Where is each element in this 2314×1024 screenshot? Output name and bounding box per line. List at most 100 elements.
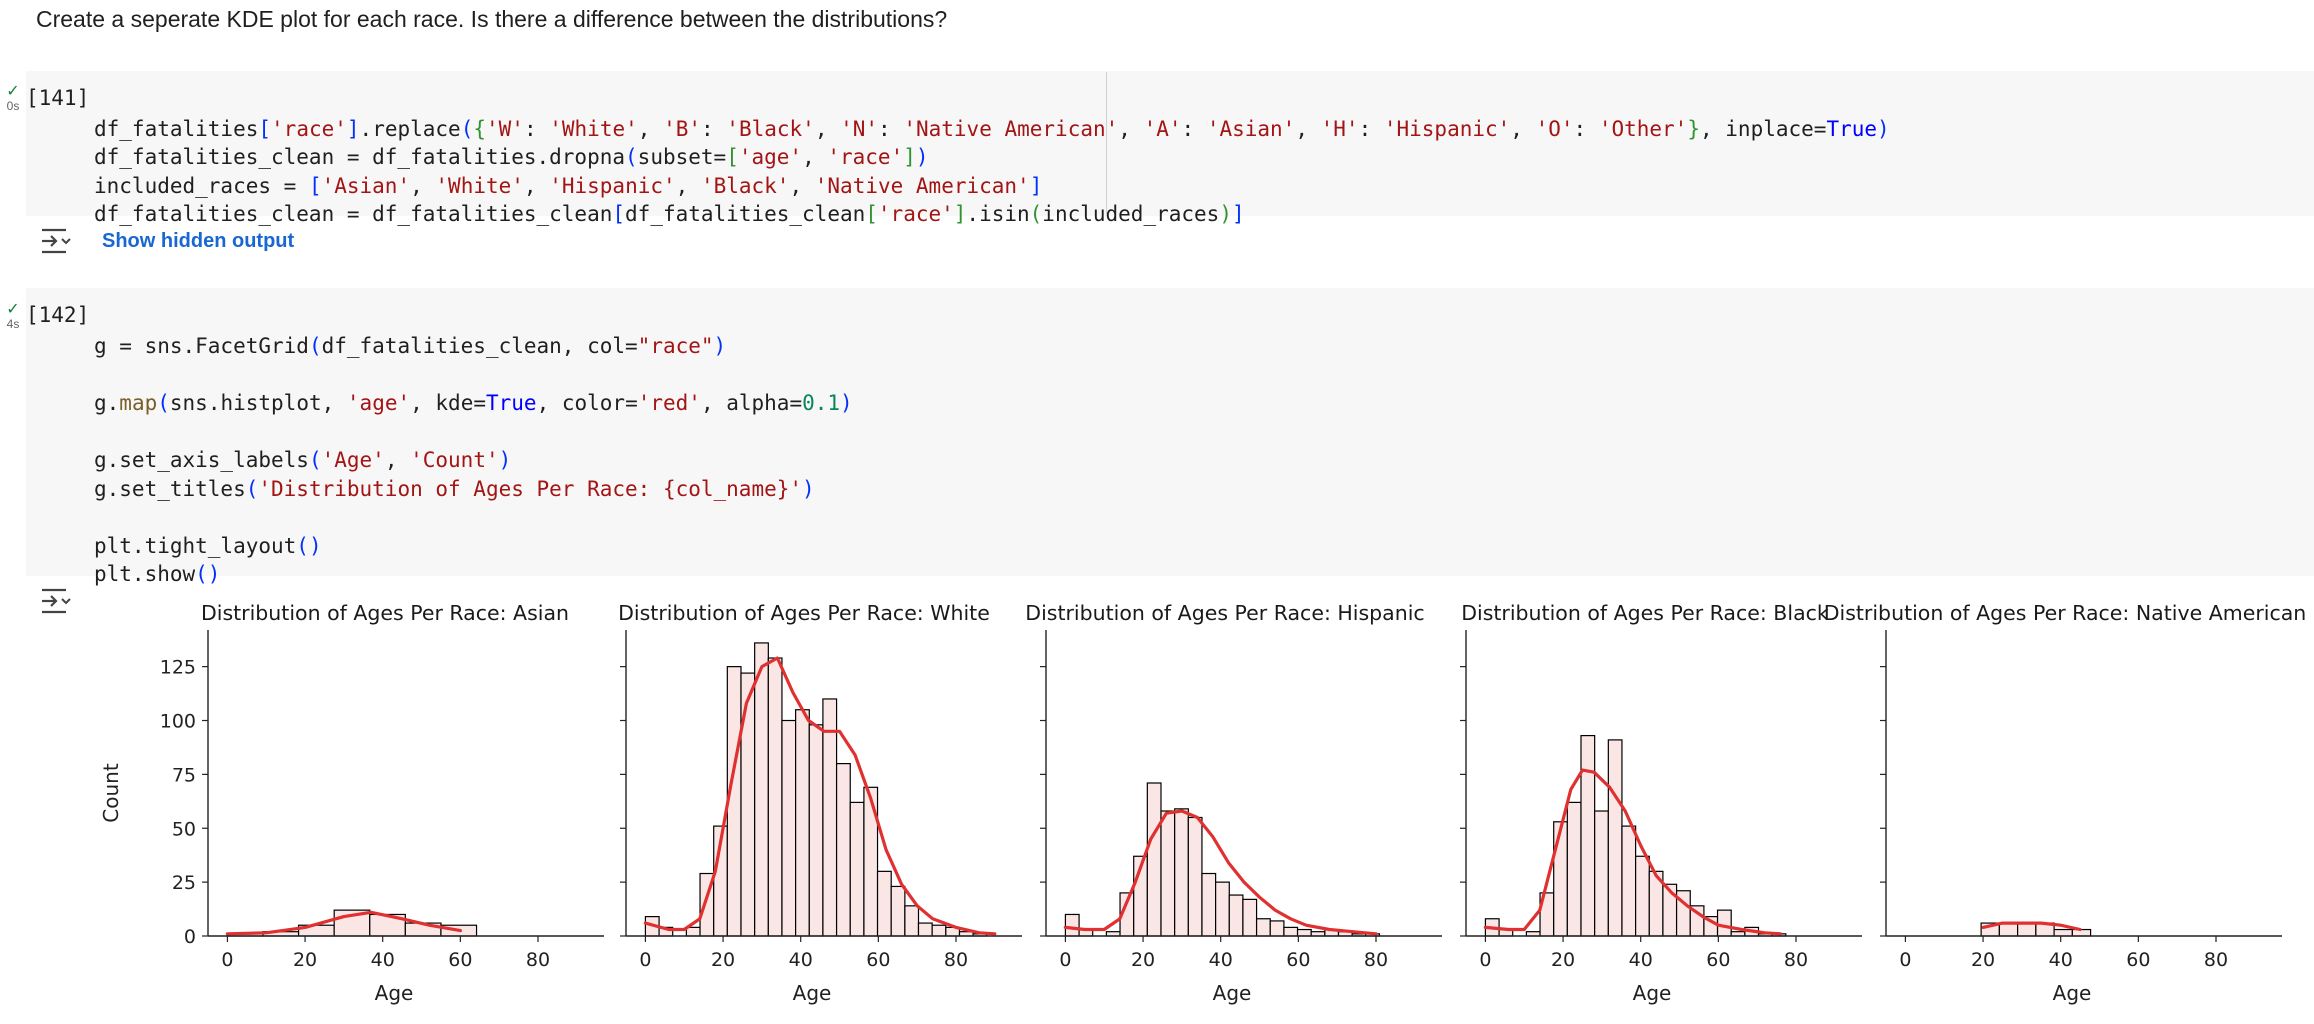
code-cell-142[interactable] (26, 288, 2314, 576)
histogram-bar (849, 801, 865, 937)
kde-line (1483, 768, 1783, 936)
exec-time: 4s (6, 317, 20, 331)
histogram-bar (835, 763, 851, 937)
x-tick-label: 40 (371, 949, 395, 971)
kde-line (1981, 921, 2082, 932)
x-tick-label: 20 (1131, 949, 1155, 971)
histogram-bar (904, 905, 920, 937)
histogram-bar (1201, 872, 1217, 937)
collapse-output-icon[interactable] (40, 226, 74, 261)
histogram-bar (1296, 928, 1312, 937)
histogram-bar (1269, 920, 1285, 937)
x-tick-label: 20 (1971, 949, 1995, 971)
y-tick-label: 100 (160, 711, 196, 733)
x-tick-label: 80 (1784, 949, 1808, 971)
histogram-bar (1174, 808, 1189, 937)
y-tick-label: 25 (172, 872, 196, 894)
histogram-bar (1594, 810, 1609, 937)
panel-title: Distribution of Ages Per Race: White (618, 601, 990, 625)
histogram-bar (1621, 825, 1637, 937)
panel-title: Distribution of Ages Per Race: Black (1461, 601, 1829, 625)
histogram-bar (1160, 810, 1176, 937)
histogram-bar (890, 885, 906, 937)
x-tick-label: 40 (1209, 949, 1233, 971)
facet-chart: Distribution of Ages Per Race: Asian 0 20 4… (90, 590, 2314, 1024)
histogram-bar (1215, 881, 1230, 937)
histogram-bar (931, 924, 947, 937)
x-tick-label: 60 (448, 949, 472, 971)
histogram-bar (1998, 922, 2019, 937)
histogram-bar (2053, 928, 2073, 937)
x-tick-label: 80 (526, 949, 550, 971)
x-tick-label: 40 (789, 949, 813, 971)
histogram-bar (1580, 734, 1596, 937)
histogram-bar (1242, 898, 1258, 937)
collapse-output-icon[interactable] (40, 586, 74, 621)
x-tick-label: 60 (1706, 949, 1730, 971)
x-axis-label: Age (1633, 981, 1672, 1005)
x-tick-label: 0 (221, 949, 233, 971)
panel-title: Distribution of Ages Per Race: Hispanic (1025, 601, 1424, 625)
x-tick-label: 60 (2126, 949, 2150, 971)
x-tick-label: 40 (2049, 949, 2073, 971)
x-axis-label: Age (375, 981, 414, 1005)
histogram-bar (1187, 816, 1203, 937)
code-source-142[interactable]: g = sns.FacetGrid(df_fatalities_clean, c… (94, 333, 853, 587)
x-tick-label: 60 (866, 949, 890, 971)
histogram-bar (685, 926, 701, 937)
checkmark-icon: ✓ (6, 83, 20, 100)
x-axis-label: Age (2053, 981, 2092, 1005)
x-tick-label: 20 (1551, 949, 1575, 971)
x-axis-label: Age (793, 981, 832, 1005)
x-tick-label: 80 (1364, 949, 1388, 971)
exec-time: 0s (6, 99, 20, 113)
x-tick-label: 20 (293, 949, 317, 971)
histogram-bar (1283, 926, 1299, 937)
y-axis-label: Count (99, 763, 123, 823)
code-cell-141[interactable] (26, 71, 2314, 216)
histogram-bar (781, 719, 797, 937)
histogram-bar (2017, 922, 2037, 937)
y-tick-label: 50 (172, 818, 196, 840)
histogram-bar (1146, 782, 1162, 937)
histogram-bar (767, 657, 783, 937)
histogram-bar (754, 642, 769, 937)
exec-count: [142] (26, 303, 90, 327)
kde-line (1063, 809, 1378, 936)
checkmark-icon: ✓ (6, 301, 20, 318)
show-hidden-output-link[interactable]: Show hidden output (102, 230, 295, 252)
markdown-text: Create a seperate KDE plot for each race… (36, 6, 948, 32)
panel-title: Distribution of Ages Per Race: Native Am… (1824, 601, 2307, 625)
histogram-bar (1566, 801, 1582, 937)
panel-title: Distribution of Ages Per Race: Asian (201, 601, 569, 625)
histogram-bar (822, 698, 838, 937)
histogram-bar (876, 870, 892, 937)
y-tick-label: 75 (172, 764, 196, 786)
y-tick-label: 0 (184, 926, 196, 948)
facet-chart-svg: Distribution of Ages Per Race: Asian 0 20 4… (99, 601, 2307, 1005)
histogram-bar (808, 724, 824, 937)
kde-line (643, 656, 997, 936)
x-axis-label: Age (1213, 981, 1252, 1005)
histogram-bar (1228, 894, 1244, 937)
cell-status: ✓ 0s (0, 83, 26, 113)
x-tick-label: 0 (639, 949, 651, 971)
histogram-bar (1064, 913, 1080, 937)
x-tick-label: 80 (944, 949, 968, 971)
histogram-bar (1635, 855, 1650, 937)
x-tick-label: 60 (1286, 949, 1310, 971)
histogram-bar (1716, 909, 1732, 937)
histogram-bar (1553, 821, 1568, 937)
code-source-141[interactable]: df_fatalities['race'].replace({'W': 'Whi… (94, 116, 1890, 227)
y-tick-label: 125 (160, 657, 196, 679)
histogram-bar (1607, 739, 1623, 937)
x-tick-label: 0 (1899, 949, 1911, 971)
x-tick-label: 0 (1059, 949, 1071, 971)
x-tick-label: 80 (2204, 949, 2228, 971)
text-cursor (1106, 72, 1107, 215)
exec-count: [141] (26, 86, 90, 110)
histogram-bar (917, 922, 933, 937)
cell-status: ✓ 4s (0, 301, 26, 331)
histogram-bar (795, 709, 810, 937)
x-tick-label: 20 (711, 949, 735, 971)
